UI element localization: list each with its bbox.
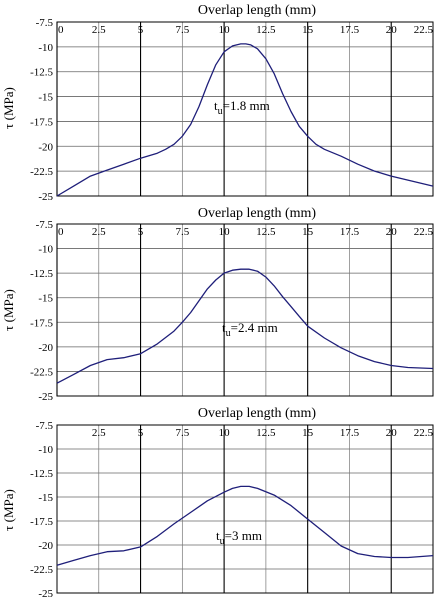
y-tick-label: -7.5 bbox=[36, 17, 54, 29]
x-tick-label: 5 bbox=[138, 226, 144, 238]
x-tick-label: 20 bbox=[386, 427, 398, 439]
y-tick-label: -15 bbox=[38, 293, 53, 305]
chart-panel-1: -7.5 -10 -12.5 -15 -17.5 -20 -22.5 -25 0 2.5 5 7.5 1… bbox=[30, 3, 434, 203]
thickness-annotation: tu=3 mm bbox=[216, 528, 262, 547]
x-tick-label: 0 bbox=[58, 24, 64, 36]
thickness-annotation: tu=1.8 mm bbox=[214, 98, 270, 117]
y-tick-label: -17.5 bbox=[30, 516, 53, 528]
x-tick-label: 7.5 bbox=[175, 24, 189, 36]
x-tick-label: 10 bbox=[219, 226, 231, 238]
x-tick-label: 12.5 bbox=[256, 24, 276, 36]
x-tick-label: 15 bbox=[302, 24, 314, 36]
y-tick-label: -10 bbox=[38, 42, 53, 54]
y-tick-label: -17.5 bbox=[30, 116, 53, 128]
x-tick-label: 22.5 bbox=[414, 427, 434, 439]
y-axis-label-panel-1: τ (MPa) bbox=[1, 87, 16, 129]
x-tick-label: 5 bbox=[138, 24, 144, 36]
y-tick-label: -12.5 bbox=[30, 67, 53, 79]
x-tick-label: 17.5 bbox=[340, 226, 360, 238]
x-tick-label: 15 bbox=[302, 226, 314, 238]
x-tick-label: 17.5 bbox=[340, 427, 360, 439]
x-tick-label: 7.5 bbox=[175, 226, 189, 238]
y-tick-label: -25 bbox=[38, 391, 53, 403]
chart-panel-3: -7.5 -10 -12.5 -15 -17.5 -20 -22.5 -25 2.5 5 7.5 10… bbox=[30, 406, 434, 599]
y-tick-label: -7.5 bbox=[36, 420, 54, 432]
plot-frame bbox=[56, 223, 434, 397]
y-tick-label: -20 bbox=[38, 141, 53, 153]
y-tick-label: -22.5 bbox=[30, 166, 53, 178]
y-tick-label: -25 bbox=[38, 588, 53, 599]
x-tick-label: 7.5 bbox=[175, 427, 189, 439]
x-tick-label: 2.5 bbox=[92, 226, 106, 238]
chart-panel-2: -7.5 -10 -12.5 -15 -17.5 -20 -22.5 -25 0 2.5 5 7.5 1… bbox=[30, 206, 434, 403]
x-tick-label: 10 bbox=[219, 427, 231, 439]
chart-title: Overlap length (mm) bbox=[198, 206, 317, 221]
x-tick-label: 17.5 bbox=[340, 24, 360, 36]
y-tick-label: -25 bbox=[38, 191, 53, 203]
series-line bbox=[56, 268, 434, 384]
x-tick-label: 12.5 bbox=[256, 427, 276, 439]
x-tick-label: 5 bbox=[138, 427, 144, 439]
y-axis-label-panel-3: τ (MPa) bbox=[1, 489, 16, 531]
x-tick-label: 20 bbox=[386, 226, 398, 238]
y-tick-label: -10 bbox=[38, 444, 53, 456]
y-tick-label: -17.5 bbox=[30, 317, 53, 329]
thickness-annotation: tu=2.4 mm bbox=[222, 320, 278, 339]
series-line bbox=[56, 43, 434, 197]
y-tick-label: -15 bbox=[38, 492, 53, 504]
chart-title: Overlap length (mm) bbox=[198, 406, 317, 421]
x-tick-label: 22.5 bbox=[414, 24, 434, 36]
chart-title: Overlap length (mm) bbox=[198, 3, 317, 18]
x-tick-label: 2.5 bbox=[92, 24, 106, 36]
y-tick-label: -10 bbox=[38, 244, 53, 256]
y-tick-label: -22.5 bbox=[30, 366, 53, 378]
y-axis-label-panel-2: τ (MPa) bbox=[1, 289, 16, 331]
y-tick-label: -12.5 bbox=[30, 268, 53, 280]
series-line bbox=[56, 485, 434, 566]
x-tick-label: 15 bbox=[302, 427, 314, 439]
x-tick-label: 0 bbox=[58, 226, 64, 238]
x-tick-label: 20 bbox=[386, 24, 398, 36]
y-tick-label: -7.5 bbox=[36, 219, 54, 231]
y-tick-label: -12.5 bbox=[30, 468, 53, 480]
x-tick-label: 10 bbox=[219, 24, 231, 36]
y-tick-label: -15 bbox=[38, 92, 53, 104]
plot-frame bbox=[56, 424, 434, 594]
x-tick-label: 12.5 bbox=[256, 226, 276, 238]
x-tick-label: 2.5 bbox=[92, 427, 106, 439]
plot-frame bbox=[56, 21, 434, 197]
y-tick-label: -22.5 bbox=[30, 564, 53, 576]
x-tick-label: 22.5 bbox=[414, 226, 434, 238]
y-tick-label: -20 bbox=[38, 540, 53, 552]
y-tick-label: -20 bbox=[38, 342, 53, 354]
